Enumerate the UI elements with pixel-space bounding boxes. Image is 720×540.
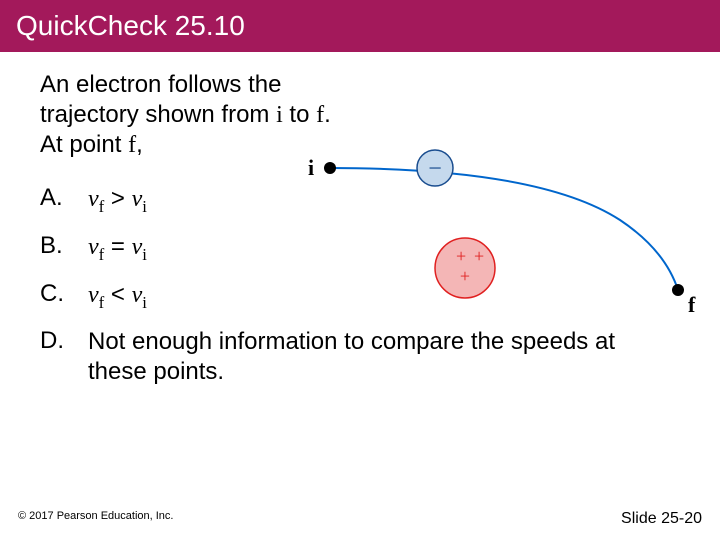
- trajectory-diagram: + + + − i f: [290, 140, 710, 340]
- relation: =: [111, 233, 125, 260]
- slide-title: QuickCheck 25.10: [16, 10, 245, 42]
- point-f-dot: [672, 284, 684, 296]
- question-line3a: At point: [40, 131, 128, 158]
- question-i: i: [276, 102, 283, 128]
- copyright-text: © 2017 Pearson Education, Inc.: [18, 510, 173, 528]
- question-line2c: .: [324, 101, 331, 128]
- question-f: f: [316, 102, 324, 128]
- question-line1: An electron follows the: [40, 71, 281, 98]
- slide-number: Slide 25-20: [621, 510, 702, 528]
- title-bar: QuickCheck 25.10: [0, 0, 720, 52]
- footer: © 2017 Pearson Education, Inc. Slide 25-…: [18, 510, 702, 528]
- question-f2: f: [128, 132, 136, 158]
- relation: >: [111, 185, 125, 212]
- plus-icon: +: [456, 246, 466, 266]
- trajectory-curve: [330, 168, 678, 290]
- point-i-dot: [324, 162, 336, 174]
- question-line2a: trajectory shown from: [40, 101, 276, 128]
- choice-letter: A.: [40, 184, 88, 212]
- choice-letter: D.: [40, 327, 88, 355]
- plus-icon: +: [460, 266, 470, 286]
- label-i: i: [308, 155, 314, 180]
- minus-icon: −: [428, 156, 442, 182]
- choice-letter: C.: [40, 280, 88, 308]
- relation: <: [111, 281, 125, 308]
- label-f: f: [688, 292, 696, 317]
- question-line2b: to: [283, 101, 316, 128]
- plus-icon: +: [474, 246, 484, 266]
- question-line3b: ,: [136, 131, 143, 158]
- choice-letter: B.: [40, 232, 88, 260]
